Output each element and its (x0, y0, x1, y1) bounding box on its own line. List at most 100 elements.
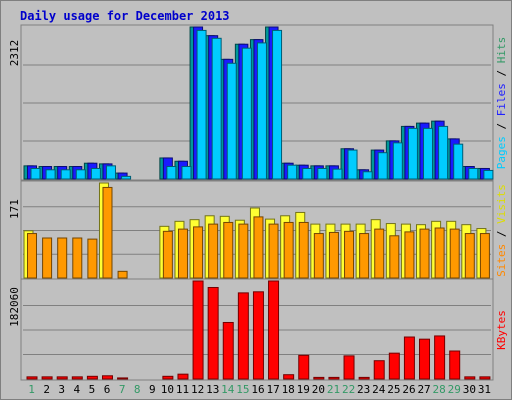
bar-kbytes-kbytes-day-10 (162, 375, 174, 380)
panel-visits-sites: 171 Sites / Visits (8, 182, 508, 279)
bar-visits-sites-sites-day-2 (42, 237, 53, 279)
x-tick-label: 22 (342, 383, 355, 396)
bar-kbytes-kbytes-day-20 (313, 376, 325, 380)
x-tick-label: 28 (433, 383, 446, 396)
bar-pages-files-hits-pages-day-12 (196, 29, 207, 180)
bar-pages-files-hits-pages-day-3 (60, 169, 71, 180)
x-tick-label: 2 (43, 383, 50, 396)
bar-kbytes-kbytes-day-11 (177, 373, 189, 380)
bar-kbytes-kbytes-day-1 (26, 376, 38, 380)
bar-visits-sites-sites-day-25 (389, 235, 400, 279)
bar-pages-files-hits-pages-day-26 (407, 127, 418, 180)
x-tick-label: 27 (417, 383, 430, 396)
bar-visits-sites-sites-day-28 (434, 227, 445, 279)
x-tick-label: 15 (236, 383, 249, 396)
bar-pages-files-hits-pages-day-14 (226, 62, 237, 180)
bar-visits-sites-sites-day-22 (344, 230, 355, 279)
bar-pages-files-hits-pages-day-11 (181, 166, 192, 180)
x-tick-label: 21 (327, 383, 340, 396)
bar-pages-files-hits-pages-day-21 (332, 168, 343, 180)
bar-visits-sites-sites-day-30 (464, 233, 475, 279)
bar-pages-files-hits-pages-day-7 (121, 175, 132, 180)
panel-frame-pages-files-hits (20, 24, 494, 181)
x-tick-label: 17 (266, 383, 279, 396)
bar-visits-sites-sites-day-15 (238, 223, 249, 279)
bar-pages-files-hits-pages-day-1 (30, 167, 41, 180)
bar-pages-files-hits-pages-day-6 (105, 165, 116, 180)
bar-pages-files-hits-pages-day-17 (272, 29, 283, 180)
bar-visits-sites-sites-day-24 (374, 228, 385, 279)
x-tick-label: 19 (297, 383, 310, 396)
x-tick-label: 9 (149, 383, 156, 396)
bar-visits-sites-sites-day-13 (208, 223, 219, 279)
bar-kbytes-kbytes-day-14 (222, 321, 234, 380)
bar-pages-files-hits-pages-day-29 (453, 143, 464, 180)
x-tick-label: 18 (282, 383, 295, 396)
bar-pages-files-hits-pages-day-19 (302, 167, 313, 180)
y-axis-max-label: 171 (8, 199, 21, 219)
bar-visits-sites-sites-day-19 (298, 221, 309, 279)
x-tick-label: 12 (191, 383, 204, 396)
bar-visits-sites-sites-day-11 (177, 228, 188, 279)
bar-kbytes-kbytes-day-7 (117, 377, 129, 380)
x-tick-label: 29 (448, 383, 461, 396)
x-tick-label: 13 (206, 383, 219, 396)
y-axis-max-label: 2312 (8, 40, 21, 67)
bar-kbytes-kbytes-day-6 (101, 375, 113, 380)
bar-pages-files-hits-pages-day-18 (287, 164, 298, 180)
bar-visits-sites-sites-day-7 (117, 270, 128, 279)
bar-pages-files-hits-pages-day-2 (45, 169, 56, 180)
bar-visits-sites-sites-day-21 (328, 231, 339, 279)
x-tick-label: 26 (402, 383, 415, 396)
x-tick-label: 5 (89, 383, 96, 396)
series-legend-label: Pages / Files / Hits (495, 37, 508, 170)
bar-kbytes-kbytes-day-22 (343, 355, 355, 380)
bar-pages-files-hits-pages-day-28 (438, 125, 449, 180)
bar-pages-files-hits-pages-day-24 (377, 152, 388, 180)
bar-kbytes-kbytes-day-5 (86, 375, 98, 380)
x-tick-label: 23 (357, 383, 370, 396)
bar-kbytes-kbytes-day-17 (268, 280, 280, 380)
series-legend-label: Sites / Visits (495, 184, 508, 277)
bar-visits-sites-sites-day-23 (359, 233, 370, 279)
chart-title: Daily usage for December 2013 (20, 9, 230, 23)
bar-kbytes-kbytes-day-23 (358, 376, 370, 380)
bar-kbytes-kbytes-day-4 (71, 376, 83, 380)
panel-pages-files-hits: 2312 Pages / Files / Hits (8, 26, 508, 180)
panel-frame-kbytes (20, 278, 494, 381)
x-tick-label: 20 (312, 383, 325, 396)
bar-pages-files-hits-pages-day-25 (392, 142, 403, 180)
bar-kbytes-kbytes-day-3 (56, 376, 68, 380)
bar-visits-sites-sites-day-26 (404, 231, 415, 279)
x-tick-label: 1 (28, 383, 35, 396)
bar-kbytes-kbytes-day-26 (403, 336, 415, 380)
x-tick-label: 31 (478, 383, 491, 396)
x-tick-label: 10 (161, 383, 174, 396)
x-tick-label: 7 (119, 383, 126, 396)
bar-pages-files-hits-pages-day-23 (362, 171, 373, 180)
bar-kbytes-kbytes-day-12 (192, 280, 204, 380)
bar-kbytes-kbytes-day-18 (283, 374, 295, 380)
x-tick-label: 4 (74, 383, 81, 396)
bar-kbytes-kbytes-day-31 (479, 376, 491, 380)
bar-visits-sites-sites-day-3 (57, 237, 68, 279)
bar-visits-sites-sites-day-6 (102, 186, 113, 279)
bar-kbytes-kbytes-day-13 (207, 286, 219, 380)
x-tick-label: 14 (221, 383, 235, 396)
bar-kbytes-kbytes-day-15 (237, 292, 249, 380)
bar-kbytes-kbytes-day-28 (434, 335, 446, 380)
bar-pages-files-hits-pages-day-4 (75, 169, 86, 180)
x-tick-label: 3 (58, 383, 65, 396)
bar-kbytes-kbytes-day-25 (388, 352, 400, 380)
bar-pages-files-hits-pages-day-27 (423, 127, 434, 180)
series-legend-label: KBytes (495, 310, 508, 350)
bar-pages-files-hits-pages-day-31 (483, 169, 494, 180)
bar-kbytes-kbytes-day-27 (419, 338, 431, 380)
bar-visits-sites-sites-day-10 (162, 230, 173, 279)
bar-visits-sites-sites-day-16 (253, 216, 264, 279)
bar-kbytes-kbytes-day-21 (328, 376, 340, 380)
bar-kbytes-kbytes-day-29 (449, 350, 461, 380)
bar-visits-sites-sites-day-17 (268, 223, 279, 279)
bar-pages-files-hits-pages-day-10 (166, 166, 177, 180)
